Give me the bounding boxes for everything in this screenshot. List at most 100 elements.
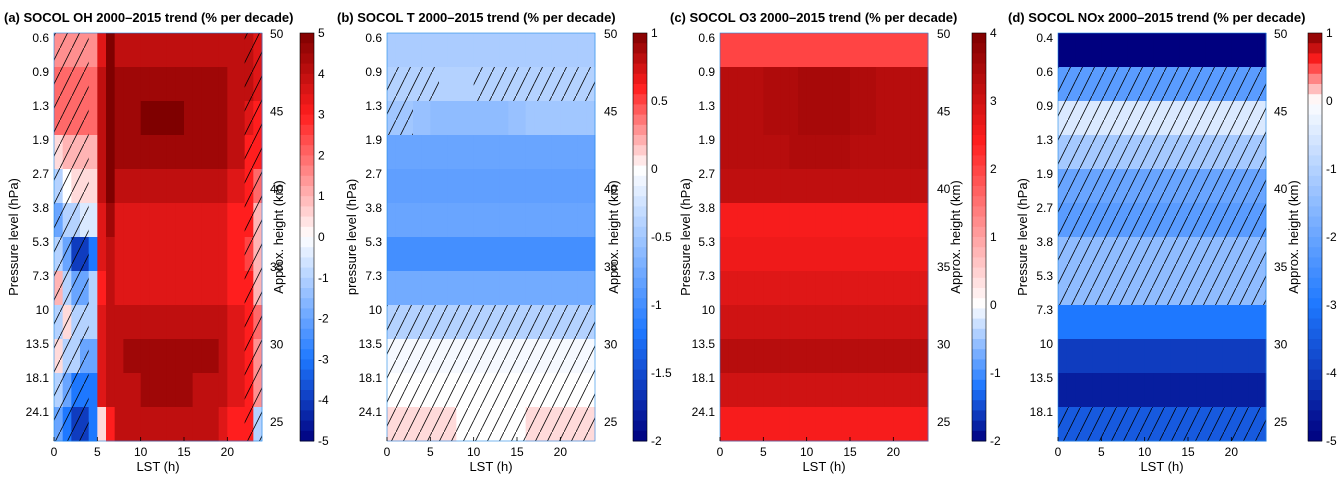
heatmap-cell bbox=[140, 271, 150, 306]
heatmap-cell bbox=[210, 407, 220, 442]
hatch-cell bbox=[1075, 203, 1084, 237]
heatmap-cell bbox=[798, 271, 808, 306]
heatmap-cell bbox=[482, 33, 492, 68]
heatmap-cell bbox=[482, 237, 492, 272]
heatmap-cell bbox=[201, 101, 211, 136]
heatmap-cell bbox=[1205, 305, 1215, 340]
colorbar-tick-label: -2 bbox=[318, 312, 329, 326]
colorbar-segment bbox=[972, 390, 986, 401]
heatmap-cell bbox=[746, 407, 756, 442]
heatmap-cell bbox=[184, 203, 194, 238]
colorbar-segment bbox=[1308, 216, 1322, 228]
heatmap-cell bbox=[227, 271, 237, 306]
heatmap-cell bbox=[149, 101, 159, 136]
heatmap-cell bbox=[421, 33, 431, 68]
heatmap-cell bbox=[728, 101, 738, 136]
colorbar-segment bbox=[633, 114, 647, 126]
colorbar-segment bbox=[972, 43, 986, 54]
hatch-cell bbox=[1058, 203, 1067, 237]
hatch-cell bbox=[586, 373, 595, 407]
y-tick-label: 24.1 bbox=[692, 405, 716, 419]
hatch-cell bbox=[244, 33, 254, 67]
heatmap-cell bbox=[132, 407, 142, 442]
hatch-cell bbox=[551, 67, 561, 101]
heatmap-cell bbox=[902, 169, 912, 204]
heatmap-cell bbox=[491, 237, 501, 272]
heatmap-cell bbox=[824, 305, 834, 340]
y2-tick-label: 30 bbox=[1274, 337, 1288, 351]
heatmap-cell bbox=[737, 135, 747, 170]
heatmap-cell bbox=[184, 339, 194, 374]
heatmap-cell bbox=[88, 373, 98, 408]
heatmap-cell bbox=[499, 33, 509, 68]
heatmap-cell bbox=[858, 339, 868, 374]
heatmap-cell bbox=[806, 407, 816, 442]
colorbar-segment bbox=[1308, 318, 1322, 330]
heatmap-cell bbox=[728, 407, 738, 442]
y-axis-label: Pressure level (hPa) bbox=[678, 178, 693, 296]
colorbar-segment bbox=[972, 339, 986, 350]
heatmap-cell bbox=[1248, 373, 1258, 408]
heatmap-cell bbox=[893, 339, 903, 374]
y2-tick-label: 40 bbox=[937, 182, 951, 196]
hatch-cell bbox=[560, 373, 569, 407]
hatch-cell bbox=[1196, 237, 1206, 271]
heatmap-cell bbox=[1257, 339, 1267, 374]
heatmap-cell bbox=[867, 271, 877, 306]
colorbar-tick-label: -3 bbox=[1326, 298, 1337, 312]
heatmap-cell bbox=[1170, 305, 1180, 340]
hatch-cell bbox=[1058, 237, 1067, 271]
hatch-cell bbox=[1179, 67, 1188, 101]
hatch-cell bbox=[1240, 203, 1249, 237]
heatmap-cell bbox=[430, 135, 440, 170]
heatmap-cell bbox=[1162, 33, 1172, 68]
y2-tick-label: 45 bbox=[1274, 105, 1288, 119]
colorbar-segment bbox=[633, 328, 647, 340]
colorbar-segment bbox=[972, 94, 986, 105]
heatmap-cell bbox=[175, 373, 185, 408]
colorbar-segment bbox=[300, 288, 314, 299]
heatmap-cell bbox=[1231, 33, 1241, 68]
hatch-cell bbox=[1092, 237, 1102, 271]
heatmap-cell bbox=[867, 407, 877, 442]
colorbar-frame bbox=[299, 32, 315, 442]
hatch-cell bbox=[1162, 271, 1171, 305]
hatch-cell bbox=[1136, 271, 1145, 305]
heatmap-cell bbox=[919, 271, 929, 306]
hatch-cell bbox=[62, 305, 72, 339]
y-tick-label: 3.8 bbox=[1036, 235, 1053, 249]
heatmap-cell bbox=[858, 237, 868, 272]
hatch-cell bbox=[1110, 203, 1119, 237]
hatch-cell bbox=[1248, 169, 1258, 203]
hatch-cell bbox=[1248, 271, 1258, 305]
heatmap-cell bbox=[88, 67, 98, 102]
heatmap-cell bbox=[841, 407, 851, 442]
heatmap-cell bbox=[1058, 33, 1068, 68]
hatch-cell bbox=[1196, 169, 1206, 203]
heatmap-cell bbox=[88, 135, 98, 170]
colorbar-segment bbox=[633, 420, 647, 432]
heatmap-cell bbox=[1188, 373, 1198, 408]
hatch-cell bbox=[1162, 67, 1171, 101]
heatmap-cell bbox=[902, 305, 912, 340]
heatmap-cell bbox=[227, 305, 237, 340]
hatch-cell bbox=[430, 339, 439, 373]
hatch-cell bbox=[1144, 237, 1154, 271]
hatch-cell bbox=[1118, 169, 1128, 203]
heatmap-cell bbox=[482, 271, 492, 306]
heatmap-cell bbox=[728, 305, 738, 340]
heatmap-cell bbox=[534, 33, 544, 68]
hatch-cell bbox=[456, 407, 465, 441]
heatmap-cell bbox=[508, 33, 518, 68]
heatmap-cell bbox=[884, 373, 894, 408]
hatch-cell bbox=[1188, 237, 1197, 271]
hatch-cell bbox=[1188, 271, 1197, 305]
heatmap-cell bbox=[184, 33, 194, 68]
hatch-cell bbox=[465, 373, 474, 407]
heatmap-cell bbox=[902, 203, 912, 238]
hatch-cell bbox=[1162, 237, 1171, 271]
colorbar-segment bbox=[1308, 257, 1322, 269]
heatmap-cell bbox=[123, 135, 133, 170]
heatmap-cell bbox=[184, 135, 194, 170]
hatch-cell bbox=[1058, 271, 1067, 305]
